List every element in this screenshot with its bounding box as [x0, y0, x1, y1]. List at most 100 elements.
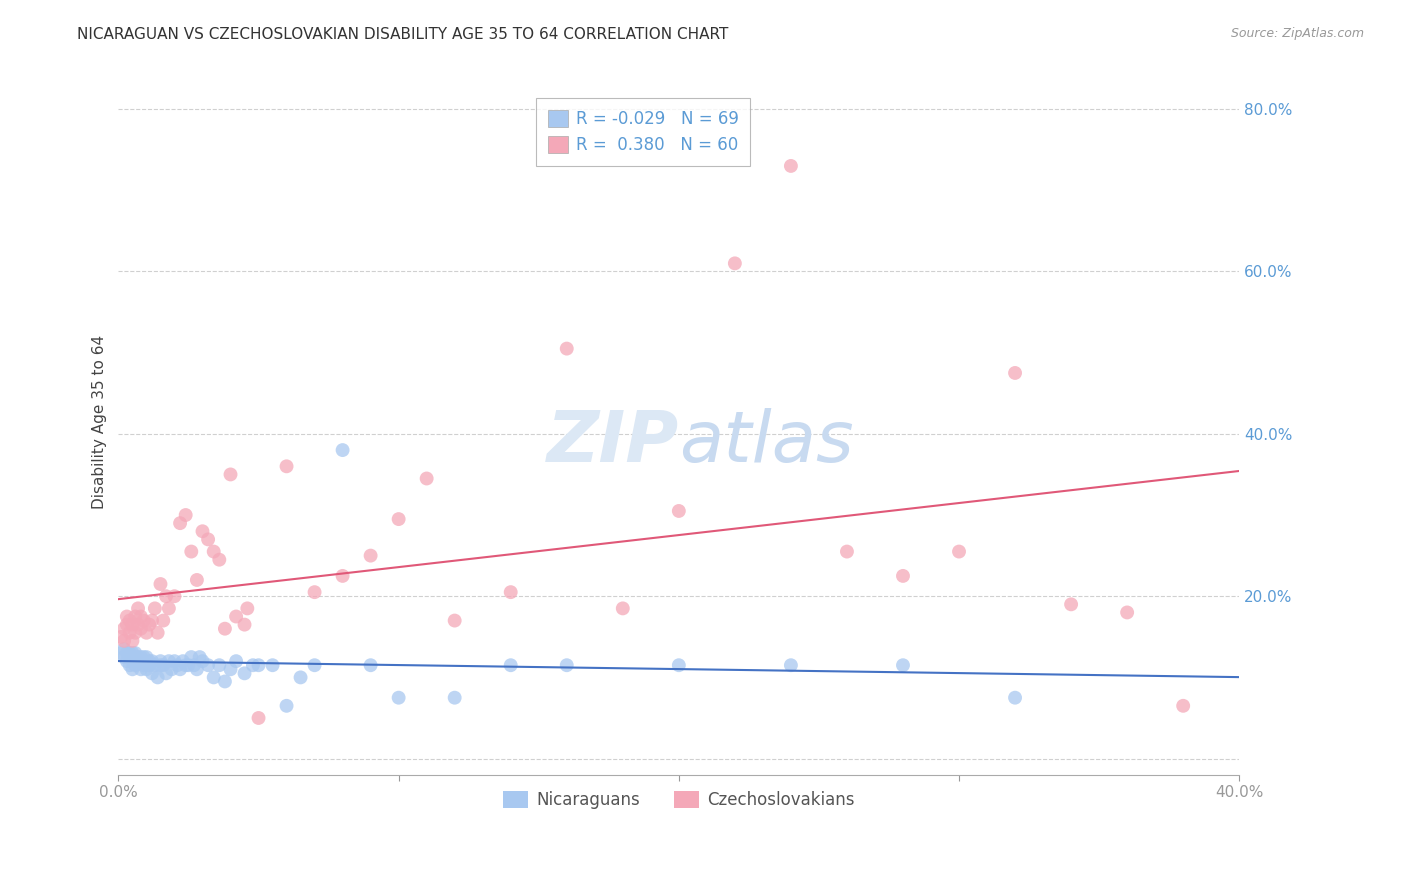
Point	[124, 646, 146, 660]
Point	[118, 650, 141, 665]
Point	[121, 646, 143, 660]
Point	[132, 658, 155, 673]
Point	[188, 650, 211, 665]
Point	[443, 690, 465, 705]
Point	[233, 666, 256, 681]
Point	[135, 662, 157, 676]
Point	[129, 622, 152, 636]
Point	[152, 614, 174, 628]
Point	[499, 658, 522, 673]
Point	[132, 614, 155, 628]
Point	[118, 646, 141, 660]
Point	[149, 658, 172, 673]
Point	[132, 650, 155, 665]
Point	[157, 654, 180, 668]
Point	[115, 654, 138, 668]
Point	[112, 622, 135, 636]
Text: Source: ZipAtlas.com: Source: ZipAtlas.com	[1230, 27, 1364, 40]
Point	[115, 617, 138, 632]
Point	[1004, 366, 1026, 380]
Point	[129, 609, 152, 624]
Point	[169, 516, 191, 530]
Point	[169, 662, 191, 676]
Point	[891, 658, 914, 673]
Point	[124, 609, 146, 624]
Point	[135, 625, 157, 640]
Point	[499, 585, 522, 599]
Legend: Nicaraguans, Czechoslovakians: Nicaraguans, Czechoslovakians	[496, 784, 860, 816]
Point	[143, 658, 166, 673]
Point	[225, 609, 247, 624]
Point	[197, 533, 219, 547]
Point	[208, 658, 231, 673]
Point	[152, 658, 174, 673]
Point	[360, 658, 382, 673]
Point	[112, 642, 135, 657]
Point	[360, 549, 382, 563]
Point	[149, 577, 172, 591]
Point	[555, 342, 578, 356]
Point	[668, 504, 690, 518]
Point	[124, 625, 146, 640]
Point	[115, 646, 138, 660]
Point	[276, 459, 298, 474]
Point	[174, 658, 197, 673]
Point	[891, 569, 914, 583]
Point	[121, 633, 143, 648]
Point	[127, 650, 149, 665]
Point	[141, 614, 163, 628]
Point	[242, 658, 264, 673]
Point	[138, 658, 160, 673]
Point	[208, 552, 231, 566]
Text: NICARAGUAN VS CZECHOSLOVAKIAN DISABILITY AGE 35 TO 64 CORRELATION CHART: NICARAGUAN VS CZECHOSLOVAKIAN DISABILITY…	[77, 27, 728, 42]
Point	[197, 658, 219, 673]
Point	[1116, 606, 1139, 620]
Point	[118, 658, 141, 673]
Point	[225, 654, 247, 668]
Point	[948, 544, 970, 558]
Point	[668, 658, 690, 673]
Point	[172, 654, 194, 668]
Point	[191, 654, 214, 668]
Point	[214, 622, 236, 636]
Point	[146, 670, 169, 684]
Point	[183, 658, 205, 673]
Point	[110, 646, 132, 660]
Point	[443, 614, 465, 628]
Point	[780, 658, 803, 673]
Point	[236, 601, 259, 615]
Text: atlas: atlas	[679, 409, 853, 477]
Point	[724, 256, 747, 270]
Point	[276, 698, 298, 713]
Point	[177, 658, 200, 673]
Point	[247, 658, 270, 673]
Point	[835, 544, 858, 558]
Point	[157, 601, 180, 615]
Point	[219, 662, 242, 676]
Point	[118, 614, 141, 628]
Point	[180, 650, 202, 665]
Point	[129, 654, 152, 668]
Point	[1060, 597, 1083, 611]
Point	[214, 674, 236, 689]
Point	[149, 654, 172, 668]
Point	[155, 589, 177, 603]
Point	[332, 569, 354, 583]
Point	[118, 625, 141, 640]
Point	[780, 159, 803, 173]
Point	[163, 589, 186, 603]
Point	[1004, 690, 1026, 705]
Point	[115, 609, 138, 624]
Point	[191, 524, 214, 539]
Point	[174, 508, 197, 522]
Point	[146, 625, 169, 640]
Point	[112, 650, 135, 665]
Point	[141, 654, 163, 668]
Point	[290, 670, 312, 684]
Point	[186, 662, 208, 676]
Point	[332, 443, 354, 458]
Point	[135, 650, 157, 665]
Point	[121, 617, 143, 632]
Point	[127, 601, 149, 615]
Text: ZIP: ZIP	[547, 409, 679, 477]
